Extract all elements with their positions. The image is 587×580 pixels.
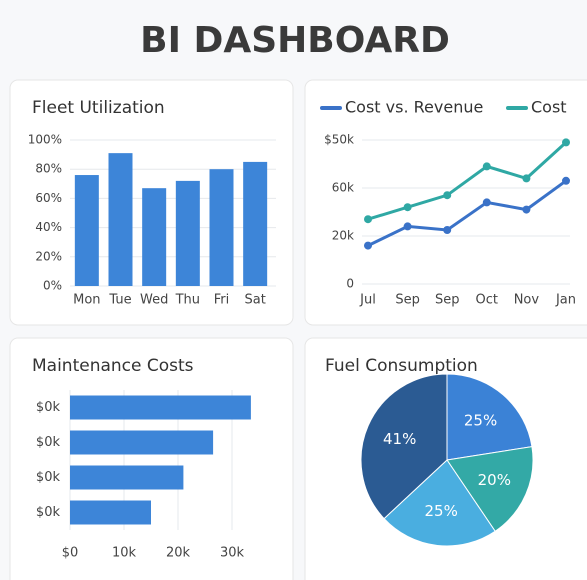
x-tick-label: Sat [245, 293, 266, 308]
y-tick-label: 100% [28, 133, 62, 147]
pie-slice [446, 373, 533, 461]
x-tick-label: 10k [112, 546, 137, 561]
bar [70, 395, 251, 420]
slice-label: 41% [383, 430, 416, 448]
point [562, 176, 570, 185]
point [562, 138, 570, 147]
x-tick-label: Wed [140, 293, 168, 308]
bar [142, 188, 167, 286]
point [443, 226, 452, 234]
point [482, 198, 491, 207]
x-tick-label: Sep [395, 293, 420, 308]
slice-label: 25% [464, 411, 497, 429]
point [364, 215, 372, 224]
chart-title: Fuel Consumption [325, 356, 478, 376]
y-tick-label: 20k [332, 229, 354, 243]
x-tick-label: Mon [73, 293, 100, 308]
x-tick-label: 30k [220, 546, 245, 561]
bar [175, 180, 200, 286]
point [364, 241, 372, 250]
point [403, 203, 412, 212]
slice-label: 20% [478, 471, 511, 489]
x-tick-label: 20k [166, 546, 191, 561]
bar [70, 500, 151, 525]
x-tick-label: Fri [214, 293, 230, 308]
bar [108, 153, 133, 286]
x-tick-label: Tue [108, 293, 131, 308]
point [443, 191, 452, 200]
y-tick-label: $0k [36, 505, 61, 520]
bar [70, 430, 214, 455]
y-tick-label: 60k [332, 181, 354, 195]
y-tick-label: $50k [324, 133, 354, 147]
x-tick-label: Jan [555, 293, 576, 308]
y-tick-label: 0 [346, 277, 354, 291]
chart-title: Maintenance Costs [32, 356, 194, 376]
slice-label: 25% [424, 502, 457, 520]
legend-label: Cost [531, 98, 567, 117]
pie-slice [360, 373, 448, 520]
page-title: BI DASHBOARD [140, 20, 450, 61]
card [304, 79, 587, 326]
pie-slice [446, 446, 534, 532]
y-tick-label: 0% [43, 279, 62, 293]
point [403, 222, 412, 231]
point [522, 174, 531, 183]
y-tick-label: $0k [36, 400, 61, 415]
x-tick-label: Thu [175, 293, 200, 308]
y-tick-label: $0k [36, 435, 61, 450]
y-tick-label: 40% [35, 220, 62, 234]
x-tick-label: Nov [514, 293, 540, 308]
x-tick-label: Sep [435, 293, 460, 308]
chart-title: Fleet Utilization [32, 98, 165, 118]
bar [74, 175, 99, 286]
y-tick-label: 80% [35, 162, 62, 176]
x-tick-label: $0 [62, 546, 79, 561]
bar [209, 169, 234, 286]
legend-label: Cost vs. Revenue [345, 98, 483, 117]
line [367, 179, 567, 247]
y-tick-label: 20% [35, 249, 62, 263]
x-tick-label: Jul [359, 293, 376, 308]
y-tick-label: 60% [35, 191, 62, 205]
line [367, 141, 568, 221]
pie-slice [383, 459, 496, 547]
bar [243, 161, 268, 286]
point [482, 162, 491, 171]
bar [70, 465, 184, 490]
point [522, 205, 531, 214]
y-tick-label: $0k [36, 470, 61, 485]
x-tick-label: Oct [476, 293, 498, 308]
